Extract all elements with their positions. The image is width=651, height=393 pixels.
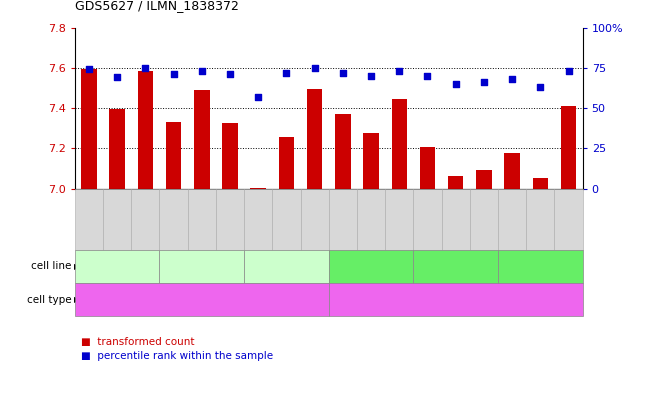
Text: SU8686: SU8686 bbox=[352, 261, 390, 271]
Text: GSM1435692: GSM1435692 bbox=[306, 193, 314, 245]
Point bbox=[535, 84, 546, 90]
Point bbox=[281, 70, 292, 76]
Bar bbox=[307, 89, 322, 189]
Point bbox=[84, 66, 94, 73]
Point bbox=[507, 76, 518, 82]
Text: GSM1435689: GSM1435689 bbox=[221, 193, 230, 245]
Text: Panc1: Panc1 bbox=[525, 261, 555, 271]
Point bbox=[309, 64, 320, 71]
Text: GSM1435701: GSM1435701 bbox=[560, 193, 568, 245]
Point bbox=[112, 74, 122, 81]
Point bbox=[169, 71, 179, 77]
Point bbox=[253, 94, 264, 100]
Text: GSM1435691: GSM1435691 bbox=[277, 193, 286, 245]
Text: ▶: ▶ bbox=[74, 295, 81, 304]
Text: dasatinib-sensitive pancreatic cancer cells: dasatinib-sensitive pancreatic cancer ce… bbox=[98, 295, 306, 305]
Bar bbox=[109, 109, 125, 189]
Text: GSM1435695: GSM1435695 bbox=[391, 193, 399, 245]
Text: ▶: ▶ bbox=[74, 262, 81, 271]
Bar bbox=[448, 176, 464, 189]
Bar bbox=[561, 106, 576, 189]
Bar bbox=[137, 71, 153, 189]
Text: MiaPaCa2: MiaPaCa2 bbox=[432, 261, 480, 271]
Text: GSM1435686: GSM1435686 bbox=[137, 193, 145, 245]
Bar bbox=[391, 99, 407, 189]
Bar bbox=[279, 137, 294, 189]
Point bbox=[450, 81, 461, 87]
Text: GSM1435685: GSM1435685 bbox=[108, 193, 117, 245]
Text: cell line: cell line bbox=[31, 261, 72, 271]
Text: Panc0504: Panc0504 bbox=[178, 261, 226, 271]
Bar bbox=[363, 133, 379, 189]
Bar bbox=[533, 178, 548, 189]
Point bbox=[366, 73, 376, 79]
Text: ■  transformed count: ■ transformed count bbox=[81, 337, 195, 347]
Point bbox=[478, 79, 489, 85]
Text: GSM1435698: GSM1435698 bbox=[475, 193, 484, 245]
Point bbox=[338, 70, 348, 76]
Point bbox=[394, 68, 404, 74]
Text: GSM1435694: GSM1435694 bbox=[362, 193, 371, 245]
Bar bbox=[476, 169, 492, 189]
Text: ■  percentile rank within the sample: ■ percentile rank within the sample bbox=[81, 351, 273, 361]
Point bbox=[225, 71, 235, 77]
Point bbox=[422, 73, 433, 79]
Text: GSM1435697: GSM1435697 bbox=[447, 193, 456, 245]
Text: GSM1435693: GSM1435693 bbox=[334, 193, 343, 245]
Bar bbox=[166, 122, 182, 189]
Text: GSM1435700: GSM1435700 bbox=[531, 193, 540, 245]
Text: cell type: cell type bbox=[27, 295, 72, 305]
Text: GSM1435688: GSM1435688 bbox=[193, 194, 202, 244]
Point bbox=[140, 64, 150, 71]
Bar bbox=[335, 114, 351, 189]
Text: GSM1435690: GSM1435690 bbox=[249, 193, 258, 245]
Point bbox=[563, 68, 574, 74]
Text: GSM1435699: GSM1435699 bbox=[503, 193, 512, 245]
Text: GSM1435684: GSM1435684 bbox=[80, 193, 89, 245]
Text: Panc1005: Panc1005 bbox=[262, 261, 311, 271]
Bar bbox=[222, 123, 238, 189]
Text: GDS5627 / ILMN_1838372: GDS5627 / ILMN_1838372 bbox=[75, 0, 239, 12]
Point bbox=[197, 68, 207, 74]
Bar bbox=[81, 69, 97, 189]
Bar bbox=[420, 147, 436, 189]
Text: dasatinib-resistant pancreatic cancer cells: dasatinib-resistant pancreatic cancer ce… bbox=[352, 295, 559, 305]
Bar bbox=[251, 187, 266, 189]
Text: GSM1435687: GSM1435687 bbox=[165, 193, 174, 245]
Bar bbox=[505, 153, 520, 189]
Text: GSM1435696: GSM1435696 bbox=[419, 193, 428, 245]
Text: Panc0403: Panc0403 bbox=[93, 261, 141, 271]
Bar bbox=[194, 90, 210, 189]
